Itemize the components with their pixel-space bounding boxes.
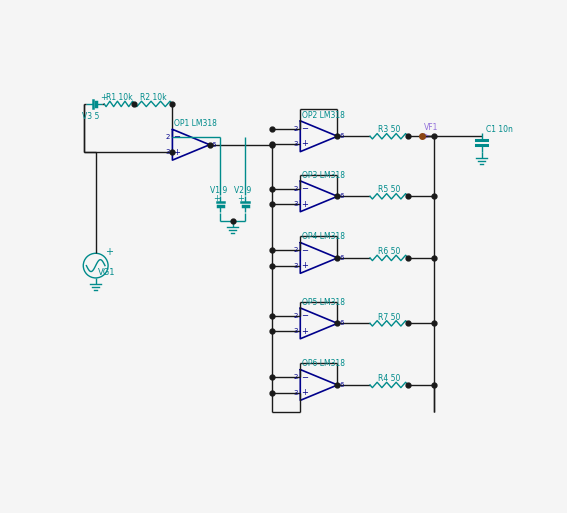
Text: 6: 6 (339, 382, 344, 388)
Text: −: − (301, 311, 308, 320)
Text: +: + (100, 93, 107, 102)
Text: 6: 6 (339, 193, 344, 200)
Text: +: + (173, 148, 180, 157)
Text: R4 50: R4 50 (378, 374, 400, 383)
Text: +: + (105, 247, 113, 257)
Text: OP6 LM318: OP6 LM318 (302, 360, 345, 368)
Text: 2: 2 (294, 374, 298, 380)
Text: V1 9: V1 9 (209, 186, 227, 195)
Text: 3: 3 (166, 149, 170, 155)
Text: OP3 LM318: OP3 LM318 (302, 171, 345, 180)
Text: −: − (301, 124, 308, 133)
Text: 3: 3 (294, 263, 298, 269)
Text: +: + (301, 327, 307, 336)
Text: 6: 6 (339, 320, 344, 326)
Text: +: + (301, 261, 307, 270)
Text: VG1: VG1 (98, 268, 116, 277)
Text: R6 50: R6 50 (378, 247, 400, 256)
Text: 2: 2 (166, 134, 170, 140)
Text: R7 50: R7 50 (378, 312, 400, 322)
Text: V3 5: V3 5 (82, 112, 100, 121)
Text: R1 10k: R1 10k (106, 93, 133, 102)
Text: −: − (301, 184, 308, 193)
Text: 2: 2 (294, 312, 298, 319)
Text: 3: 3 (294, 390, 298, 396)
Text: C1 10n: C1 10n (485, 125, 513, 134)
Text: +: + (301, 140, 307, 148)
Text: V2 9: V2 9 (234, 186, 252, 195)
Text: 3: 3 (294, 141, 298, 147)
Text: 2: 2 (294, 186, 298, 192)
Text: 2: 2 (294, 247, 298, 253)
Text: +: + (301, 200, 307, 208)
Text: 3: 3 (294, 328, 298, 334)
Text: −: − (301, 373, 308, 382)
Text: 3: 3 (294, 201, 298, 207)
Text: −: − (301, 246, 308, 255)
Text: 2: 2 (294, 126, 298, 131)
Text: OP4 LM318: OP4 LM318 (302, 232, 345, 242)
Text: 6: 6 (211, 142, 215, 148)
Text: +: + (301, 388, 307, 397)
Text: OP2 LM318: OP2 LM318 (302, 111, 345, 120)
Text: VF1: VF1 (424, 123, 438, 132)
Text: R3 50: R3 50 (378, 125, 400, 134)
Text: R2 10k: R2 10k (140, 93, 167, 102)
Text: 6: 6 (339, 133, 344, 139)
Text: −: − (173, 132, 180, 142)
Text: OP5 LM318: OP5 LM318 (302, 298, 345, 307)
Text: +: + (213, 194, 219, 203)
Text: 6: 6 (339, 255, 344, 261)
Text: OP1 LM318: OP1 LM318 (174, 119, 217, 128)
Text: +: + (238, 194, 244, 203)
Text: R5 50: R5 50 (378, 186, 400, 194)
